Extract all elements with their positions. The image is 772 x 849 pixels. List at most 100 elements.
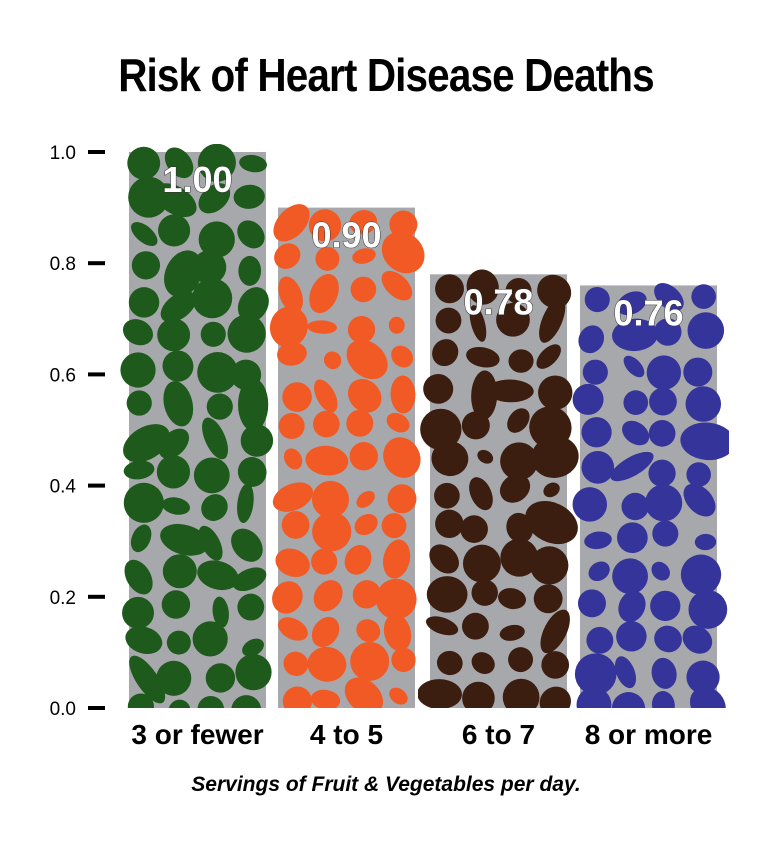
produce-shape <box>344 677 384 708</box>
produce-shape <box>347 378 382 413</box>
produce-shape <box>618 590 646 623</box>
produce-shape <box>525 500 578 545</box>
produce-shape <box>160 291 197 323</box>
produce-shape <box>694 533 717 551</box>
produce-shape <box>311 548 338 575</box>
produce-shape <box>469 305 487 342</box>
produce-shape <box>533 584 563 614</box>
produce-shape <box>650 590 681 622</box>
chart-title: Risk of Heart Disease Deaths <box>118 49 654 101</box>
produce-shape <box>388 316 405 334</box>
produce-shape <box>311 616 340 648</box>
produce-shape <box>381 513 407 539</box>
produce-shape <box>123 482 164 523</box>
produce-shape <box>461 411 490 440</box>
produce-shape <box>164 250 203 298</box>
produce-shape <box>683 357 713 387</box>
produce-shape <box>588 561 610 582</box>
produce-shape <box>232 567 267 592</box>
y-tick-mark <box>88 372 105 377</box>
produce-shape <box>536 344 561 369</box>
produce-shape <box>435 307 462 334</box>
produce-shape <box>391 345 414 368</box>
produce-shape <box>686 660 720 694</box>
y-tick-mark <box>88 261 105 266</box>
produce-shape <box>350 641 390 681</box>
produce-silhouettes <box>120 144 274 708</box>
produce-shape <box>274 243 301 269</box>
produce-shape <box>164 147 194 179</box>
produce-shape <box>616 291 647 316</box>
y-tick-label: 0.0 <box>50 699 76 720</box>
produce-shape <box>198 183 231 214</box>
produce-shape <box>158 214 191 247</box>
produce-shape <box>500 442 538 481</box>
produce-shape <box>158 428 190 459</box>
produce-shape <box>466 269 499 305</box>
produce-shape <box>434 482 460 509</box>
produce-shape <box>153 183 197 218</box>
produce-shape <box>344 545 372 575</box>
produce-shape <box>611 692 646 708</box>
produce-shape <box>283 448 303 470</box>
produce-shape <box>311 480 349 518</box>
produce-shape <box>282 382 312 412</box>
produce-shape <box>125 626 163 654</box>
y-tick-label: 1.0 <box>50 143 76 164</box>
produce-shape <box>389 687 408 705</box>
produce-shape <box>197 696 224 708</box>
y-tick-label: 0.2 <box>50 588 76 609</box>
produce-shape <box>584 531 612 550</box>
produce-shape <box>231 528 263 562</box>
produce-shape <box>193 457 230 494</box>
produce-shape <box>156 455 191 489</box>
y-tick-label: 0.4 <box>50 477 77 498</box>
produce-shape <box>582 359 608 385</box>
produce-shape <box>531 435 579 478</box>
produce-shape <box>651 561 670 581</box>
produce-shape <box>574 653 617 695</box>
produce-shape <box>278 617 308 641</box>
produce-shape <box>462 681 495 708</box>
produce-shape <box>577 589 607 618</box>
produce-shape <box>281 511 310 539</box>
produce-shape <box>505 278 532 305</box>
produce-shape <box>508 647 534 673</box>
produce-shape <box>238 378 269 431</box>
produce-shape <box>387 484 417 514</box>
produce-shape <box>307 320 337 334</box>
produce-shape <box>610 451 654 482</box>
category-label: 8 or more <box>585 719 713 750</box>
produce-shape <box>471 579 498 606</box>
produce-shape <box>386 412 410 433</box>
produce-shape <box>651 691 675 708</box>
produce-shape <box>616 522 648 554</box>
produce-shape <box>432 339 459 367</box>
produce-shape <box>130 222 158 246</box>
produce-shape <box>197 560 239 591</box>
produce-shape <box>157 318 191 352</box>
produce-shape <box>623 390 649 415</box>
produce-shape <box>621 492 649 521</box>
category-label: 3 or fewer <box>131 719 263 750</box>
produce-shape <box>347 315 376 344</box>
produce-shape <box>310 689 341 708</box>
produce-shape <box>471 652 495 674</box>
produce-shape <box>486 379 534 403</box>
produce-shape <box>314 379 338 413</box>
produce-shape <box>127 693 155 708</box>
produce-shape <box>349 442 379 471</box>
produce-shape <box>460 515 488 543</box>
produce-shape <box>122 596 155 629</box>
produce-shape <box>420 408 462 451</box>
produce-shape <box>645 484 683 522</box>
produce-silhouettes <box>418 269 579 708</box>
data-label: 1.00 <box>162 159 232 200</box>
data-label: 0.78 <box>463 281 533 322</box>
data-label: 0.76 <box>613 292 683 333</box>
produce-shape <box>431 441 469 477</box>
produce-shape <box>235 654 272 691</box>
produce-shape <box>200 321 226 347</box>
produce-shape <box>435 509 464 539</box>
